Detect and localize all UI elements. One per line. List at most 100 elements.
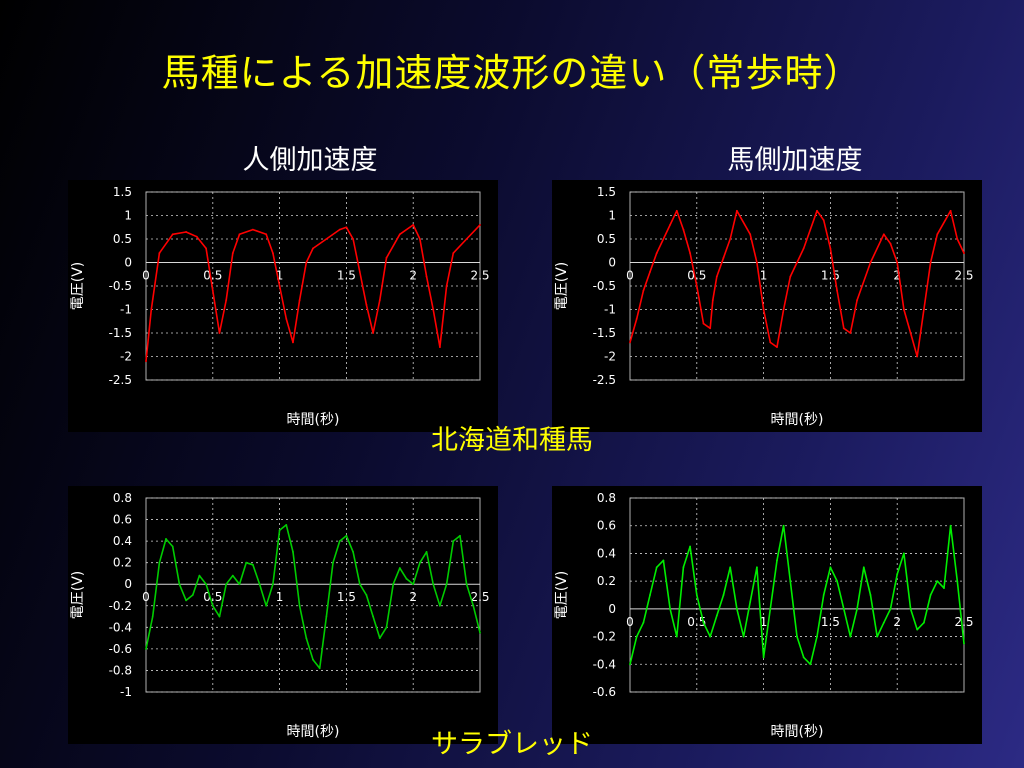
data-point — [231, 252, 234, 254]
data-point — [682, 228, 685, 231]
data-point — [191, 594, 194, 596]
y-tick-label: 0.4 — [113, 534, 132, 548]
series-line — [145, 524, 481, 670]
data-point — [675, 635, 678, 638]
y-tick-label: -1 — [120, 685, 132, 699]
data-point — [405, 577, 408, 580]
data-point — [305, 261, 308, 264]
data-point — [642, 621, 645, 624]
y-tick-label: 1 — [124, 209, 132, 223]
data-point — [842, 607, 845, 610]
data-point — [225, 299, 228, 301]
series-line — [629, 524, 965, 666]
data-point — [943, 587, 945, 589]
data-point — [956, 580, 959, 583]
data-point — [439, 346, 441, 348]
data-point — [896, 573, 899, 576]
x-tick-label: 1.5 — [821, 615, 840, 629]
data-point — [171, 233, 174, 236]
data-point — [822, 219, 825, 222]
y-tick-label: 0 — [608, 256, 616, 270]
data-point — [365, 303, 368, 306]
data-point — [185, 231, 187, 233]
data-point — [325, 238, 328, 240]
data-point — [238, 583, 241, 586]
data-point — [796, 635, 798, 638]
data-point — [902, 552, 905, 555]
data-point — [809, 663, 812, 666]
y-tick-label: 0.5 — [597, 232, 616, 246]
y-tick-label: -2.5 — [109, 373, 132, 387]
chart-svg: 1.5 1 0.5 0 -0.5 -1 -1.5 -2 -2.5 0 0.5 1 1.5 2 2.5 時間(秒… — [554, 185, 974, 428]
data-point — [258, 583, 261, 586]
data-point — [392, 583, 395, 586]
y-tick-label: 0.8 — [113, 491, 132, 505]
data-point — [358, 583, 361, 586]
x-axis-label: 時間(秒) — [287, 724, 340, 740]
y-axis-label: 電圧(V) — [554, 571, 570, 620]
data-point — [272, 583, 274, 586]
data-point — [298, 604, 301, 607]
series-line — [145, 224, 481, 362]
data-point — [211, 289, 214, 292]
data-point — [923, 621, 925, 624]
data-point — [862, 566, 865, 569]
series-line — [629, 209, 965, 358]
x-tick-label: 0 — [142, 269, 150, 283]
data-point — [836, 289, 838, 292]
data-point — [909, 607, 912, 610]
data-point — [949, 209, 952, 212]
chart-hokkaido-human: 1.5 1 0.5 0 -0.5 -1 -1.5 -2 -2.5 0 0.5 1 1.5 2 2.5 時間(秒… — [68, 180, 498, 432]
y-tick-label: -0.2 — [109, 599, 132, 613]
data-point — [225, 583, 228, 586]
data-point — [265, 604, 268, 607]
y-tick-label: -0.6 — [109, 642, 132, 656]
y-tick-label: 0 — [124, 577, 132, 591]
data-point — [418, 238, 421, 240]
data-point — [165, 538, 167, 540]
data-point — [425, 275, 428, 278]
data-point — [205, 583, 208, 586]
data-point — [312, 247, 314, 250]
data-point — [702, 621, 705, 624]
data-point — [649, 594, 651, 596]
x-tick-label: 1 — [276, 269, 284, 283]
subtitle-human-side: 人側加速度 — [242, 145, 378, 176]
data-point — [298, 299, 301, 301]
data-point — [735, 607, 738, 610]
x-tick-label: 1 — [760, 269, 768, 283]
data-point — [756, 261, 758, 264]
x-tick-label: 2.5 — [954, 615, 973, 629]
data-point — [629, 341, 631, 344]
data-point — [715, 275, 718, 278]
data-point — [459, 534, 461, 537]
data-point — [398, 567, 401, 569]
x-tick-label: 1 — [276, 590, 284, 604]
data-point — [816, 635, 818, 638]
data-point — [882, 621, 885, 624]
data-point — [285, 524, 288, 526]
data-point — [171, 545, 174, 548]
data-point — [756, 566, 758, 569]
y-tick-label: 0.4 — [597, 546, 616, 560]
data-point — [635, 635, 638, 638]
y-axis-label: 電圧(V) — [70, 571, 86, 620]
data-point — [796, 261, 798, 264]
data-point — [231, 574, 234, 577]
data-point — [278, 285, 281, 287]
data-point — [345, 226, 348, 229]
data-point — [178, 583, 181, 586]
data-point — [836, 580, 838, 583]
data-point — [695, 285, 698, 287]
y-axis-label: 電圧(V) — [70, 262, 86, 311]
data-point — [158, 561, 161, 564]
data-point — [949, 524, 952, 527]
data-point — [849, 635, 852, 638]
data-point — [185, 599, 187, 602]
y-tick-label: -2.5 — [593, 373, 616, 387]
data-point — [452, 540, 455, 543]
y-tick-label: -1.5 — [593, 326, 616, 340]
data-point — [385, 626, 388, 629]
data-point — [902, 308, 905, 311]
data-point — [889, 242, 892, 245]
